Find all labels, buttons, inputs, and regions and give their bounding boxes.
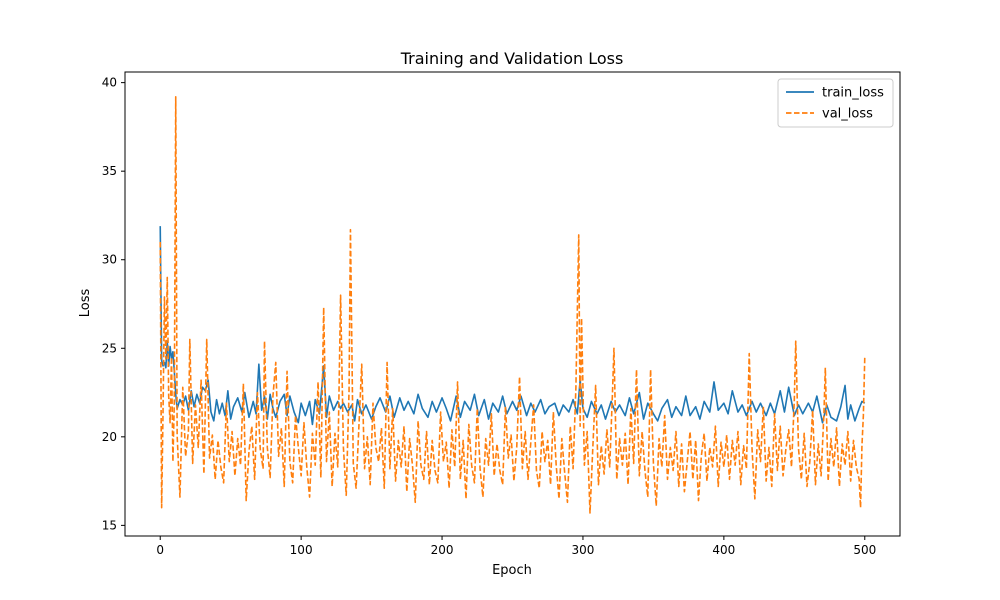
x-tick-label: 500 xyxy=(853,543,876,557)
x-tick-label: 400 xyxy=(712,543,735,557)
series-layer xyxy=(159,95,866,514)
x-tick-label: 300 xyxy=(572,543,595,557)
y-tick-label: 25 xyxy=(102,341,117,355)
series-line-val_loss xyxy=(159,95,866,514)
y-axis-label: Loss xyxy=(78,289,93,318)
y-tick-label: 35 xyxy=(102,164,117,178)
y-tick-label: 20 xyxy=(102,430,117,444)
legend-label-val_loss: val_loss xyxy=(822,107,873,122)
legend-label-train_loss: train_loss xyxy=(822,86,884,101)
legend-box xyxy=(777,78,894,128)
axes-layer: 0 100 200 300 400 500 15 20 25 30 35 40 xyxy=(102,76,877,557)
y-tick-label: 15 xyxy=(102,518,117,532)
y-tick-label: 40 xyxy=(102,76,117,90)
x-tick-label: 100 xyxy=(290,543,313,557)
plot-border xyxy=(124,71,901,537)
x-tick-label: 0 xyxy=(156,543,164,557)
legend: train_loss val_loss xyxy=(777,78,894,128)
x-tick-label: 200 xyxy=(431,543,454,557)
x-axis-label: Epoch xyxy=(492,563,532,578)
chart-title: Training and Validation Loss xyxy=(400,49,624,68)
y-tick-label: 30 xyxy=(102,253,117,267)
